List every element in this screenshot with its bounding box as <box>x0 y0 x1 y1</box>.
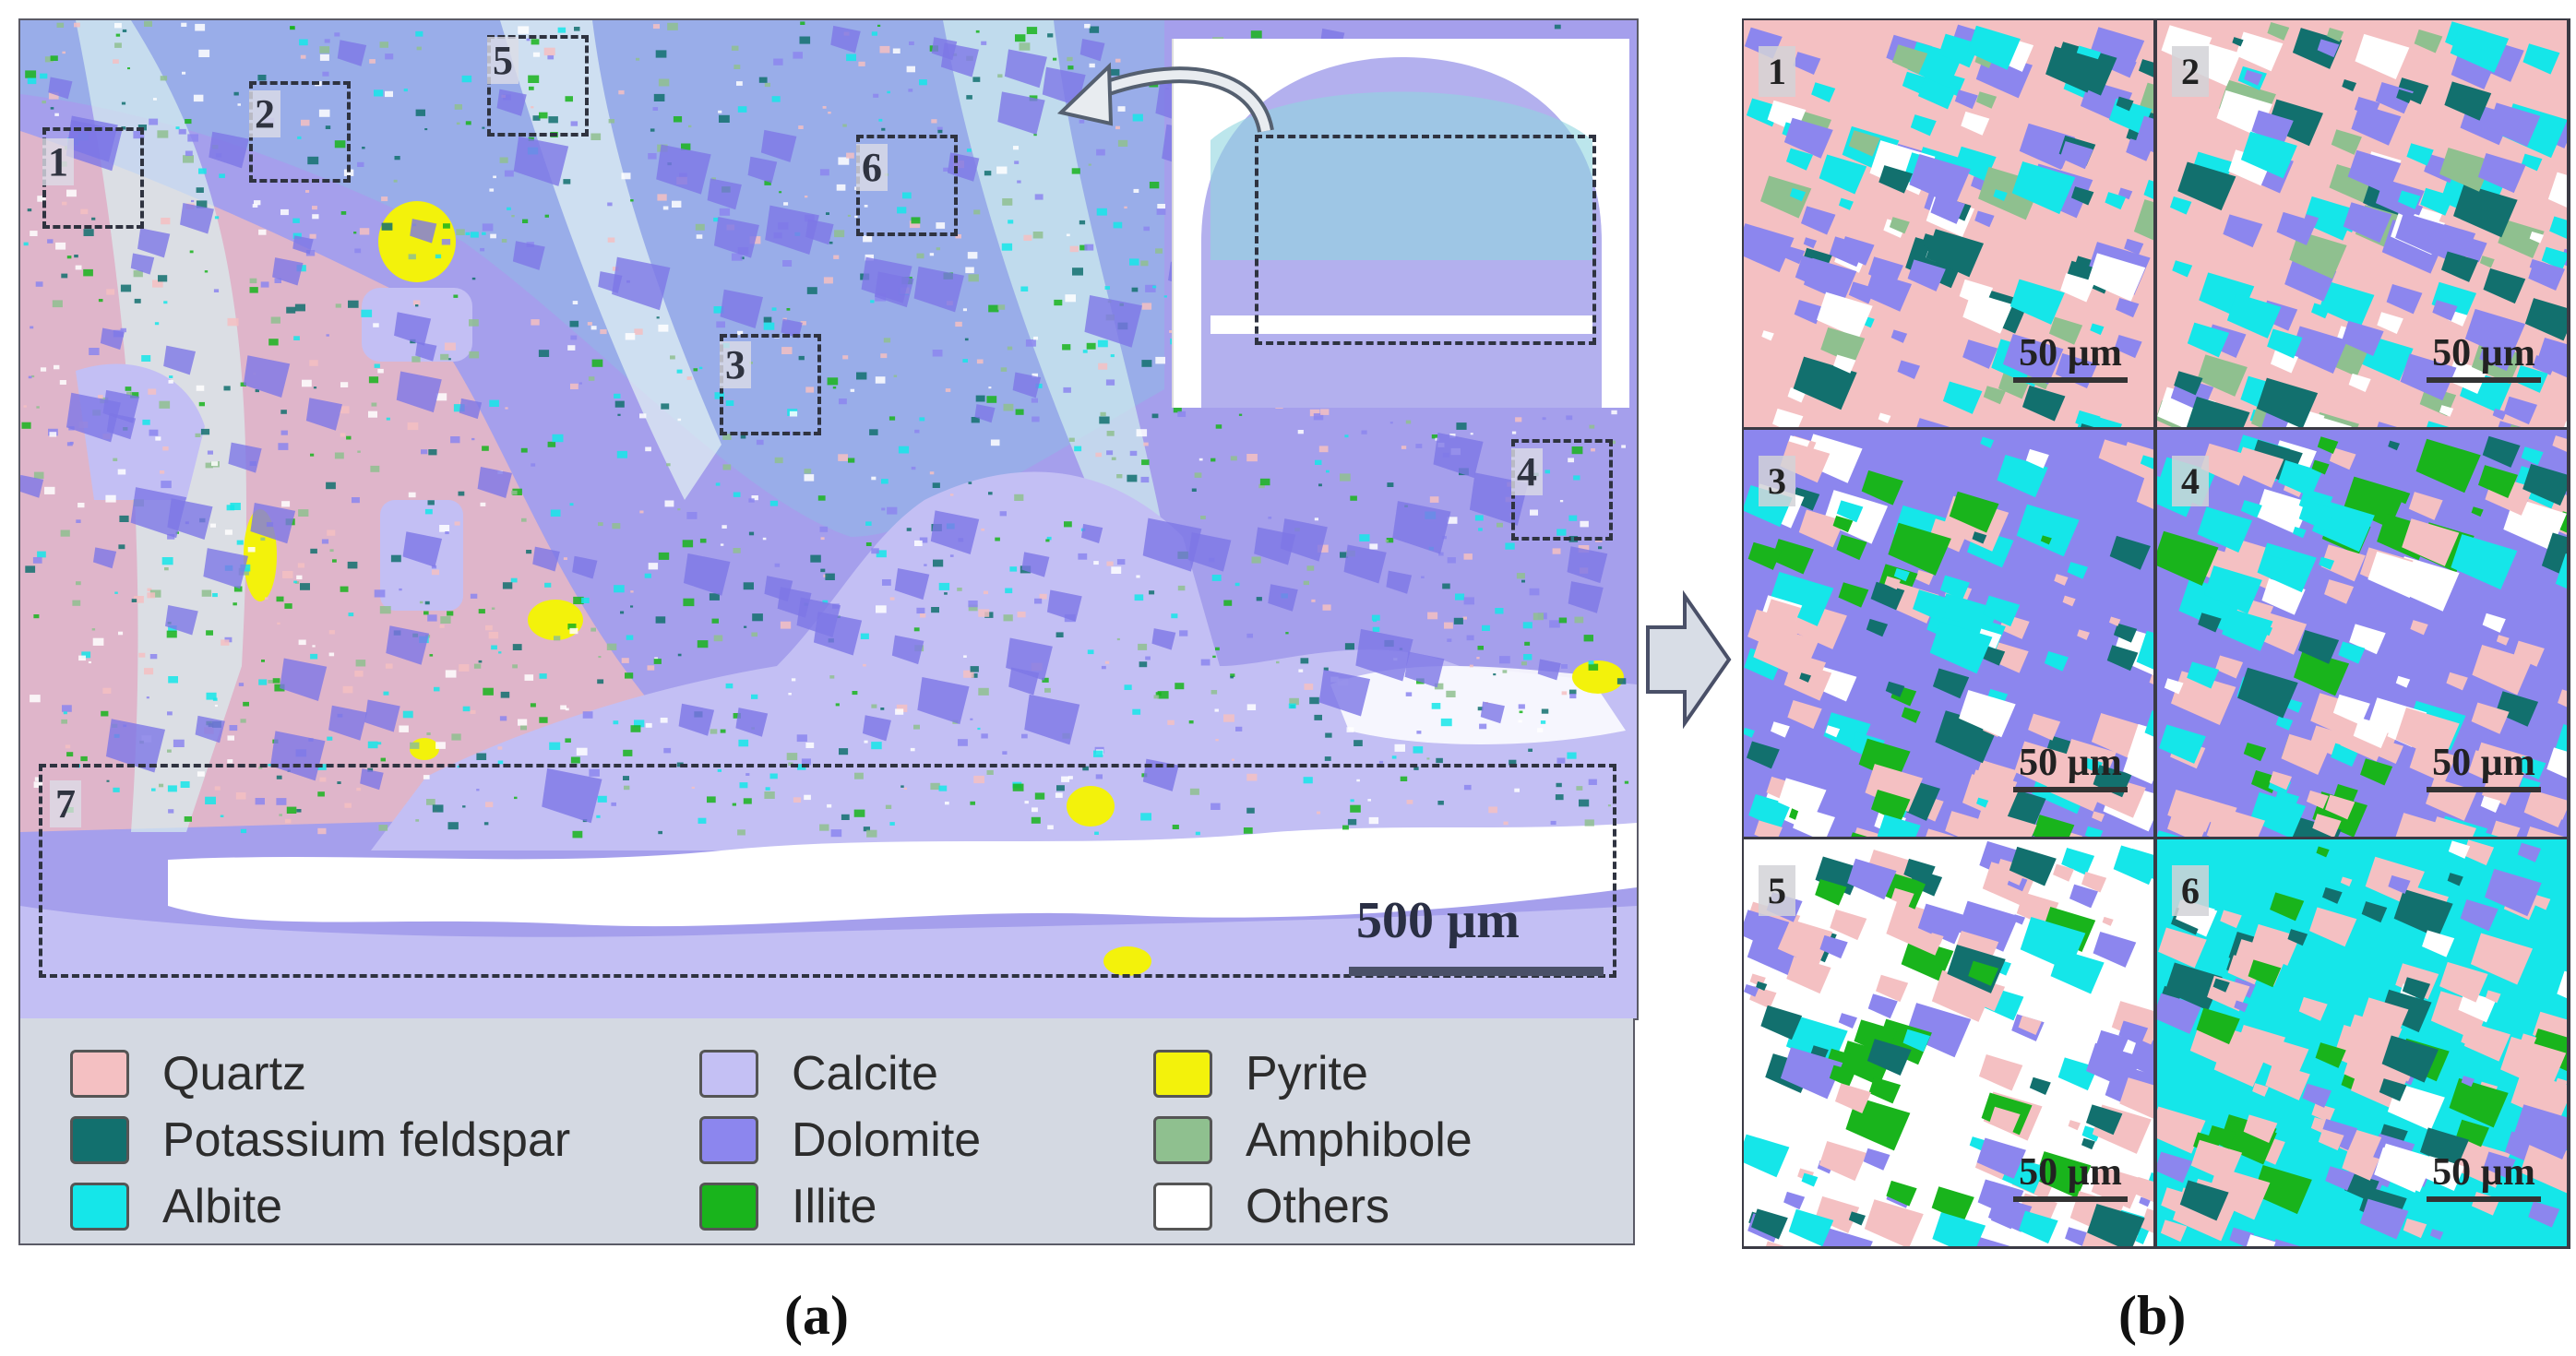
magnified-tile-1: 1 50 µm <box>1744 20 2153 427</box>
roi-7: 7 <box>39 764 1616 978</box>
legend-item: Potassium feldspar <box>70 1111 570 1170</box>
inset-region-frame <box>1255 135 1596 345</box>
roi-label: 6 <box>856 144 888 191</box>
legend-label: Others <box>1246 1180 1390 1233</box>
tile-scale-bar: 50 µm <box>2427 1150 2541 1202</box>
tile-number: 1 <box>1759 46 1795 97</box>
scale-bar <box>1349 967 1604 976</box>
legend-swatch <box>70 1050 129 1098</box>
caption-b: (b) <box>2118 1285 2187 1346</box>
magnified-grid-b: 1 50 µm 2 50 µm 3 50 µm 4 50 µm 5 50 µm 6 50 µm <box>1742 18 2570 1249</box>
tile-scale-label: 50 µm <box>2432 332 2535 375</box>
legend-label: Albite <box>162 1180 283 1233</box>
tile-number: 3 <box>1759 456 1795 506</box>
legend-label: Dolomite <box>792 1113 982 1167</box>
legend-swatch <box>1153 1050 1212 1098</box>
tile-number: 6 <box>2172 865 2209 916</box>
magnified-tile-2: 2 50 µm <box>2157 20 2567 427</box>
legend-swatch <box>699 1116 758 1164</box>
roi-2: 2 <box>249 81 351 183</box>
legend-item: Albite <box>70 1177 282 1236</box>
legend-swatch <box>70 1183 129 1231</box>
tile-scale-label: 50 µm <box>2019 1151 2122 1194</box>
roi-label: 4 <box>1511 448 1543 495</box>
roi-label: 2 <box>249 90 280 137</box>
legend-label: Illite <box>792 1180 877 1233</box>
tile-scale-label: 50 µm <box>2019 332 2122 375</box>
curved-arrow-icon <box>1056 62 1274 134</box>
mineral-map-a: 1 2 3 4 5 6 7 500 µm <box>18 18 1639 1020</box>
legend-swatch <box>699 1050 758 1098</box>
roi-5: 5 <box>487 35 589 137</box>
legend-label: Amphibole <box>1246 1113 1473 1167</box>
tile-number: 2 <box>2172 46 2209 97</box>
tile-scale-label: 50 µm <box>2019 742 2122 784</box>
legend-swatch <box>1153 1116 1212 1164</box>
legend-item: Calcite <box>699 1044 938 1103</box>
legend-label: Calcite <box>792 1047 938 1100</box>
tile-scale-bar: 50 µm <box>2013 741 2128 792</box>
legend-swatch <box>70 1116 129 1164</box>
legend-item: Quartz <box>70 1044 306 1103</box>
legend-item: Dolomite <box>699 1111 981 1170</box>
legend-swatch <box>1153 1183 1212 1231</box>
tile-scale-bar: 50 µm <box>2013 331 2128 383</box>
roi-label: 7 <box>50 780 81 827</box>
tile-scale-bar: 50 µm <box>2427 741 2541 792</box>
roi-3: 3 <box>720 334 821 435</box>
tile-scale-label: 50 µm <box>2432 1151 2535 1194</box>
magnified-tile-5: 5 50 µm <box>1744 839 2153 1246</box>
right-arrow-icon <box>1646 590 1732 729</box>
legend-item: Others <box>1153 1177 1389 1236</box>
legend-item: Illite <box>699 1177 877 1236</box>
legend-item: Amphibole <box>1153 1111 1473 1170</box>
scale-bar-label: 500 µm <box>1356 892 1520 949</box>
tile-number: 4 <box>2172 456 2209 506</box>
legend-item: Pyrite <box>1153 1044 1368 1103</box>
roi-1: 1 <box>42 127 144 229</box>
caption-a: (a) <box>784 1285 849 1346</box>
magnified-tile-6: 6 50 µm <box>2157 839 2567 1246</box>
magnified-tile-4: 4 50 µm <box>2157 430 2567 837</box>
tile-number: 5 <box>1759 865 1795 916</box>
mineral-legend: Quartz Potassium feldspar Albite Calcite Dol… <box>18 1018 1635 1245</box>
roi-label: 1 <box>42 138 74 185</box>
tile-scale-bar: 50 µm <box>2013 1150 2128 1202</box>
roi-6: 6 <box>856 135 958 236</box>
roi-label: 5 <box>487 37 519 84</box>
magnified-tile-3: 3 50 µm <box>1744 430 2153 837</box>
legend-swatch <box>699 1183 758 1231</box>
tile-scale-label: 50 µm <box>2432 742 2535 784</box>
tile-scale-bar: 50 µm <box>2427 331 2541 383</box>
legend-label: Quartz <box>162 1047 307 1100</box>
roi-label: 3 <box>720 341 751 388</box>
legend-label: Potassium feldspar <box>162 1113 571 1167</box>
roi-4: 4 <box>1511 439 1613 541</box>
legend-label: Pyrite <box>1246 1047 1368 1100</box>
